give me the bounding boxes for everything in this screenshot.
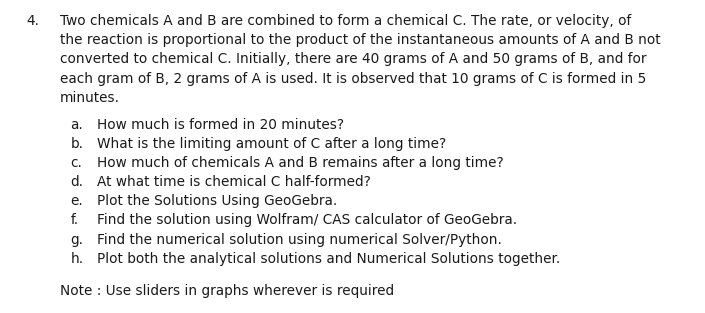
Text: At what time is chemical C half-formed?: At what time is chemical C half-formed?: [97, 175, 371, 189]
Text: e.: e.: [70, 194, 83, 208]
Text: f.: f.: [70, 213, 79, 228]
Text: Two chemicals A and B are combined to form a chemical C. The rate, or velocity, : Two chemicals A and B are combined to fo…: [60, 14, 631, 28]
Text: each gram of B, 2 grams of A is used. It is observed that 10 grams of C is forme: each gram of B, 2 grams of A is used. It…: [60, 72, 646, 85]
Text: 4.: 4.: [27, 14, 39, 28]
Text: d.: d.: [70, 175, 83, 189]
Text: the reaction is proportional to the product of the instantaneous amounts of A an: the reaction is proportional to the prod…: [60, 33, 661, 47]
Text: minutes.: minutes.: [60, 91, 120, 105]
Text: converted to chemical C. Initially, there are 40 grams of A and 50 grams of B, a: converted to chemical C. Initially, ther…: [60, 52, 646, 66]
Text: Find the numerical solution using numerical Solver/Python.: Find the numerical solution using numeri…: [97, 233, 502, 247]
Text: c.: c.: [70, 156, 82, 170]
Text: h.: h.: [70, 252, 84, 266]
Text: Plot both the analytical solutions and Numerical Solutions together.: Plot both the analytical solutions and N…: [97, 252, 560, 266]
Text: g.: g.: [70, 233, 83, 247]
Text: How much is formed in 20 minutes?: How much is formed in 20 minutes?: [97, 118, 345, 131]
Text: Find the solution using Wolfram/ CAS calculator of GeoGebra.: Find the solution using Wolfram/ CAS cal…: [97, 213, 517, 228]
Text: Plot the Solutions Using GeoGebra.: Plot the Solutions Using GeoGebra.: [97, 194, 338, 208]
Text: What is the limiting amount of C after a long time?: What is the limiting amount of C after a…: [97, 137, 446, 151]
Text: b.: b.: [70, 137, 83, 151]
Text: How much of chemicals A and B remains after a long time?: How much of chemicals A and B remains af…: [97, 156, 504, 170]
Text: a.: a.: [70, 118, 83, 131]
Text: Note : Use sliders in graphs wherever is required: Note : Use sliders in graphs wherever is…: [60, 284, 394, 298]
